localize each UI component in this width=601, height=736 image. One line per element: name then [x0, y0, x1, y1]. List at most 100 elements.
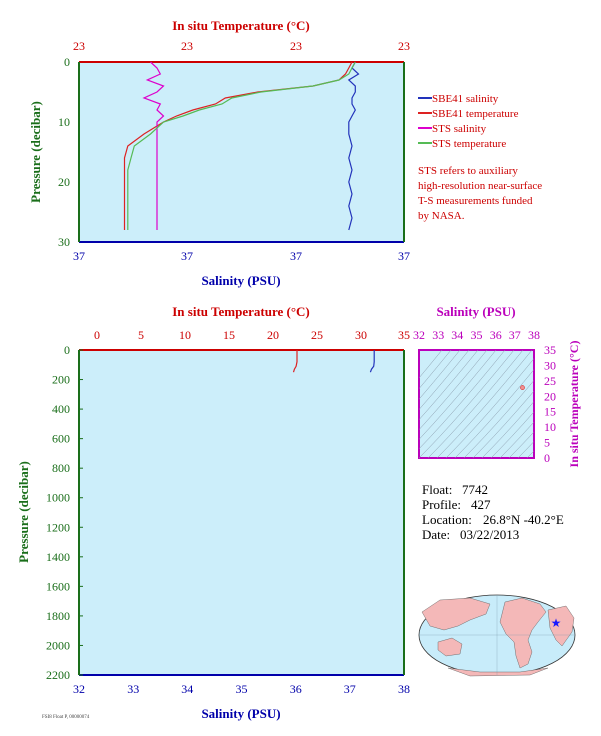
- density-contour: [419, 350, 515, 458]
- bottom-sal-tick: 32: [73, 682, 85, 696]
- top-pressure-tick: 10: [58, 115, 70, 129]
- density-contour: [436, 350, 533, 458]
- bottom-pressure-tick: 1800: [46, 609, 70, 623]
- top-temp-tick: 23: [398, 39, 410, 53]
- density-contour: [481, 401, 534, 458]
- density-contour: [419, 350, 506, 450]
- ts-data-point: [520, 385, 525, 390]
- sts-note-line: STS refers to auxiliary: [418, 165, 518, 177]
- bottom-pressure-tick: 600: [52, 432, 70, 446]
- top-pressure-axis-title: Pressure (decibar): [28, 101, 43, 203]
- legend-label: STS salinity: [432, 123, 487, 135]
- density-contour: [419, 350, 497, 440]
- map-land-australia: [437, 637, 463, 657]
- sts-note: STS refers to auxiliary high-resolution …: [418, 165, 542, 222]
- bottom-pressure-tick: 1000: [46, 491, 70, 505]
- ts-sal-tick: 33: [432, 328, 444, 342]
- location-map: ★: [418, 594, 576, 677]
- ts-sal-axis-title: Salinity (PSU): [436, 304, 515, 319]
- top-pressure-tick: 0: [64, 55, 70, 69]
- density-contour: [427, 350, 524, 458]
- float-id-line: Float: 7742: [422, 482, 488, 497]
- bottom-traces: [292, 350, 375, 373]
- density-contour: [463, 379, 534, 458]
- top-temp-tick: 23: [73, 39, 85, 53]
- density-contour: [419, 350, 470, 410]
- map-land-americas: [499, 597, 547, 669]
- bottom-pressure-tick: 0: [64, 343, 70, 357]
- density-contour: [490, 411, 534, 458]
- density-contour: [419, 350, 461, 400]
- bottom-temp-tick: 20: [267, 328, 279, 342]
- legend-item: STS temperature: [418, 138, 506, 150]
- bottom-temp-tick: 5: [138, 328, 144, 342]
- bottom-sal-tick: 34: [181, 682, 193, 696]
- bottom-pressure-tick-labels: 0 200 400 600 800 1000 1200 1400 1600 1800 2000 220…: [46, 343, 83, 682]
- bottom-temp-tick: 35: [398, 328, 410, 342]
- density-contour: [499, 421, 534, 458]
- float-info: Float: 7742 Profile: 427 Location: 26.8°…: [422, 482, 564, 542]
- bottom-sal-axis-title: Salinity (PSU): [201, 706, 280, 721]
- location-label: Location:: [422, 512, 472, 527]
- bottom-pressure-axis-title: Pressure (decibar): [16, 461, 31, 563]
- density-contour: [445, 358, 534, 458]
- density-contour: [419, 350, 443, 379]
- top-panel: In situ Temperature (°C) 23 23 23 23 0 1…: [28, 18, 542, 288]
- ts-temp-tick: 25: [544, 374, 556, 388]
- top-legend: SBE41 salinity SBE41 temperature STS sal…: [418, 93, 519, 150]
- float-value: 7742: [462, 482, 488, 497]
- date-label: Date:: [422, 527, 450, 542]
- top-pressure-tick: 30: [58, 235, 70, 249]
- top-series-sts-salinity: [142, 61, 165, 230]
- footer-note: FSI8 Float P, 00000074: [42, 715, 90, 720]
- bottom-sal-tick: 35: [236, 682, 248, 696]
- bottom-sal-tick: 36: [290, 682, 302, 696]
- legend-label: SBE41 salinity: [432, 93, 499, 105]
- bottom-panel: In situ Temperature (°C) 0 5 10 15 20 25…: [16, 304, 410, 721]
- bottom-pressure-tick: 1200: [46, 520, 70, 534]
- sts-note-line: high-resolution near-surface: [418, 180, 542, 192]
- map-land-eurasia: [421, 597, 491, 631]
- legend-label: STS temperature: [432, 138, 506, 150]
- map-grid: [419, 595, 575, 675]
- top-sal-tick: 37: [290, 249, 302, 263]
- ts-sal-tick-labels: 32 33 34 35 36 37 38: [413, 328, 540, 342]
- density-contour: [508, 431, 534, 458]
- top-temp-tick: 23: [181, 39, 193, 53]
- ts-temp-tick: 10: [544, 420, 556, 434]
- density-contour: [419, 350, 488, 431]
- top-sal-tick: 37: [181, 249, 193, 263]
- bottom-pressure-tick: 200: [52, 373, 70, 387]
- map-land-antarctica: [447, 667, 549, 677]
- ts-temp-tick: 20: [544, 389, 556, 403]
- float-location-marker: ★: [551, 616, 562, 630]
- float-label: Float:: [422, 482, 452, 497]
- top-sal-axis-title: Salinity (PSU): [201, 273, 280, 288]
- bottom-sal-tick: 38: [398, 682, 410, 696]
- ts-sal-tick: 35: [471, 328, 483, 342]
- ts-density-contours: [419, 350, 534, 458]
- bottom-series-sbe41-temperature: [292, 350, 298, 373]
- top-sal-tick-labels: 37 37 37 37: [73, 249, 410, 263]
- bottom-sal-tick: 33: [127, 682, 139, 696]
- bottom-pressure-tick: 2200: [46, 668, 70, 682]
- profile-line: Profile: 427: [422, 497, 491, 512]
- bottom-sal-tick-labels: 32 33 34 35 36 37 38: [73, 682, 410, 696]
- bottom-temp-tick: 25: [311, 328, 323, 342]
- top-series-sbe41-salinity: [347, 61, 360, 231]
- bottom-pressure-tick: 2000: [46, 639, 70, 653]
- profile-label: Profile:: [422, 497, 461, 512]
- top-temp-tick: 23: [290, 39, 302, 53]
- top-temp-tick-labels: 23 23 23 23: [73, 39, 410, 53]
- profile-value: 427: [471, 497, 491, 512]
- density-contour: [419, 350, 452, 390]
- bottom-pressure-tick: 1600: [46, 579, 70, 593]
- bottom-sal-tick: 37: [344, 682, 356, 696]
- ts-temp-axis-title: In situ Temperature (°C): [567, 341, 581, 468]
- density-contour: [419, 350, 479, 421]
- density-contour: [454, 369, 534, 458]
- top-temp-axis-title: In situ Temperature (°C): [172, 18, 310, 33]
